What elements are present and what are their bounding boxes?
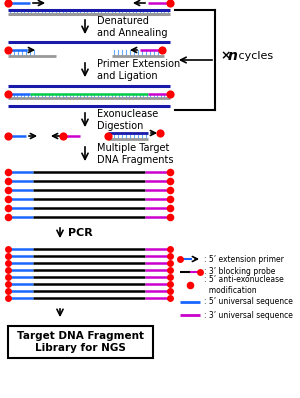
Point (6, 288, 10, 294)
Point (6, 133, 10, 139)
Point (160, 47, 164, 53)
Point (168, 205, 172, 211)
Point (168, 0, 172, 6)
Point (168, 169, 172, 175)
Point (6, 47, 10, 53)
Point (6, 274, 10, 280)
Point (168, 274, 172, 280)
Text: Exonuclease
Digestion: Exonuclease Digestion (97, 109, 158, 131)
Point (168, 91, 172, 97)
Point (168, 196, 172, 202)
Point (168, 246, 172, 252)
Point (6, 178, 10, 184)
Point (106, 133, 110, 139)
Point (6, 253, 10, 259)
Text: Primer Extension
and Ligation: Primer Extension and Ligation (97, 59, 180, 81)
Point (6, 295, 10, 301)
Text: : 5’ extension primer: : 5’ extension primer (204, 254, 284, 263)
Point (168, 214, 172, 220)
Text: Denatured
and Annealing: Denatured and Annealing (97, 16, 167, 38)
Text: Multiple Target
DNA Fragments: Multiple Target DNA Fragments (97, 143, 173, 165)
Point (6, 0, 10, 6)
Point (6, 214, 10, 220)
Point (198, 269, 203, 275)
Text: ×: × (220, 49, 230, 62)
FancyBboxPatch shape (8, 326, 153, 358)
Point (178, 256, 182, 262)
Text: cycles: cycles (235, 51, 273, 61)
Text: Target DNA Fragment
Library for NGS: Target DNA Fragment Library for NGS (17, 331, 144, 353)
Point (158, 130, 162, 136)
Point (168, 253, 172, 259)
Point (168, 295, 172, 301)
Point (6, 187, 10, 193)
Point (168, 187, 172, 193)
Point (168, 288, 172, 294)
Text: : 3’ universal sequence: : 3’ universal sequence (204, 310, 293, 320)
Point (6, 267, 10, 273)
Point (168, 267, 172, 273)
Point (188, 282, 192, 288)
Text: PCR: PCR (68, 228, 93, 238)
Point (168, 178, 172, 184)
Point (6, 205, 10, 211)
Point (168, 260, 172, 266)
Text: : 5’ universal sequence: : 5’ universal sequence (204, 297, 293, 306)
Point (6, 91, 10, 97)
Point (6, 196, 10, 202)
Text: : 5’ anti-exonuclease
  modification: : 5’ anti-exonuclease modification (204, 275, 284, 295)
Point (168, 281, 172, 287)
Point (6, 246, 10, 252)
Text: n: n (228, 49, 238, 63)
Point (61, 133, 65, 139)
Point (6, 169, 10, 175)
Point (6, 260, 10, 266)
Point (6, 281, 10, 287)
Text: : 3’ blocking probe: : 3’ blocking probe (204, 267, 275, 277)
